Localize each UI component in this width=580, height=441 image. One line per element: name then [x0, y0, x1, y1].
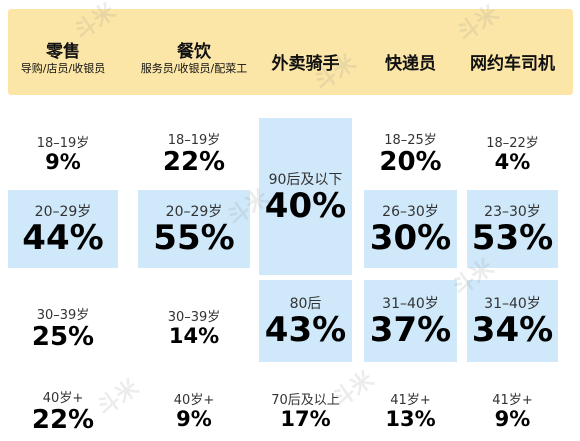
- percent-value: 22%: [31, 404, 95, 435]
- data-cell: 23–30岁 53%: [467, 190, 558, 268]
- column-title: 网约车司机: [470, 54, 555, 74]
- data-cell: 30–39岁 14%: [138, 295, 250, 360]
- column-title: 餐饮: [177, 42, 211, 62]
- percent-value: 34%: [471, 310, 554, 350]
- percent-value: 22%: [162, 147, 226, 177]
- column-header: 餐饮 服务员/收银员/配菜工: [138, 9, 250, 95]
- age-label: 40岁+: [42, 390, 84, 406]
- data-cell: 18–25岁 20%: [364, 118, 457, 188]
- age-label: 26–30岁: [382, 204, 439, 220]
- percent-value: 53%: [471, 218, 554, 258]
- percent-value: 9%: [494, 407, 531, 431]
- data-cell: 20–29岁 55%: [138, 190, 250, 268]
- data-cell: 18–19岁 22%: [138, 118, 250, 188]
- age-label: 31–40岁: [382, 296, 439, 312]
- data-cell: 30–39岁 25%: [8, 295, 118, 360]
- percent-value: 14%: [168, 324, 220, 348]
- age-label: 41岁+: [492, 393, 533, 408]
- data-cell: 31–40岁 37%: [364, 280, 457, 362]
- age-label: 20–29岁: [34, 204, 92, 220]
- percent-value: 37%: [369, 310, 452, 350]
- percent-value: 9%: [45, 149, 81, 174]
- percent-value: 43%: [264, 310, 347, 350]
- column-header: 网约车司机: [467, 9, 558, 95]
- data-cell: 70后及以上 17%: [259, 380, 352, 441]
- column-title: 快递员: [385, 54, 436, 74]
- percent-value: 4%: [494, 149, 531, 174]
- data-cell: 31–40岁 34%: [467, 280, 558, 362]
- percent-value: 44%: [22, 218, 104, 258]
- age-label: 40岁+: [173, 393, 215, 408]
- column-header: 零售 导购/店员/收银员: [8, 9, 118, 95]
- age-label: 80后: [289, 296, 322, 312]
- data-cell: 41岁+ 13%: [364, 380, 457, 441]
- column-title: 外卖骑手: [271, 54, 340, 74]
- age-label: 30–39岁: [167, 310, 221, 325]
- percent-value: 40%: [264, 185, 347, 226]
- age-label: 30–39岁: [36, 307, 90, 323]
- age-label: 41岁+: [390, 393, 431, 408]
- column-subtitle: 服务员/收银员/配菜工: [140, 62, 248, 75]
- percent-value: 20%: [379, 147, 442, 177]
- column-header: 外卖骑手: [259, 9, 352, 95]
- age-label: 18–22岁: [486, 135, 539, 151]
- data-cell: 18–22岁 4%: [467, 118, 558, 188]
- age-label: 31–40岁: [484, 296, 541, 312]
- data-cell: 90后及以下 40%: [259, 118, 352, 275]
- column-title: 零售: [46, 42, 80, 62]
- age-label: 18–19岁: [167, 133, 221, 148]
- percent-value: 17%: [280, 407, 331, 431]
- data-cell: 20–29岁 44%: [8, 190, 118, 268]
- data-cell: 18–19岁 9%: [8, 118, 118, 188]
- data-cell: 41岁+ 9%: [467, 380, 558, 441]
- data-cell: 40岁+ 22%: [8, 380, 118, 441]
- age-label: 90后及以下: [268, 171, 343, 188]
- age-label: 18–25岁: [384, 133, 437, 148]
- percent-value: 30%: [369, 218, 452, 258]
- percent-value: 55%: [153, 218, 235, 258]
- percent-value: 9%: [176, 407, 212, 431]
- column-header: 快递员: [364, 9, 457, 95]
- percent-value: 25%: [31, 321, 95, 352]
- column-subtitle: 导购/店员/收银员: [20, 62, 106, 75]
- data-cell: 40岁+ 9%: [138, 380, 250, 441]
- data-cell: 80后 43%: [259, 280, 352, 362]
- data-cell: 26–30岁 30%: [364, 190, 457, 268]
- table-header: [8, 9, 573, 95]
- age-label: 23–30岁: [484, 204, 541, 220]
- age-label: 70后及以上: [271, 393, 340, 408]
- age-label: 20–29岁: [165, 204, 223, 220]
- age-label: 18–19岁: [36, 135, 90, 151]
- percent-value: 13%: [385, 407, 436, 431]
